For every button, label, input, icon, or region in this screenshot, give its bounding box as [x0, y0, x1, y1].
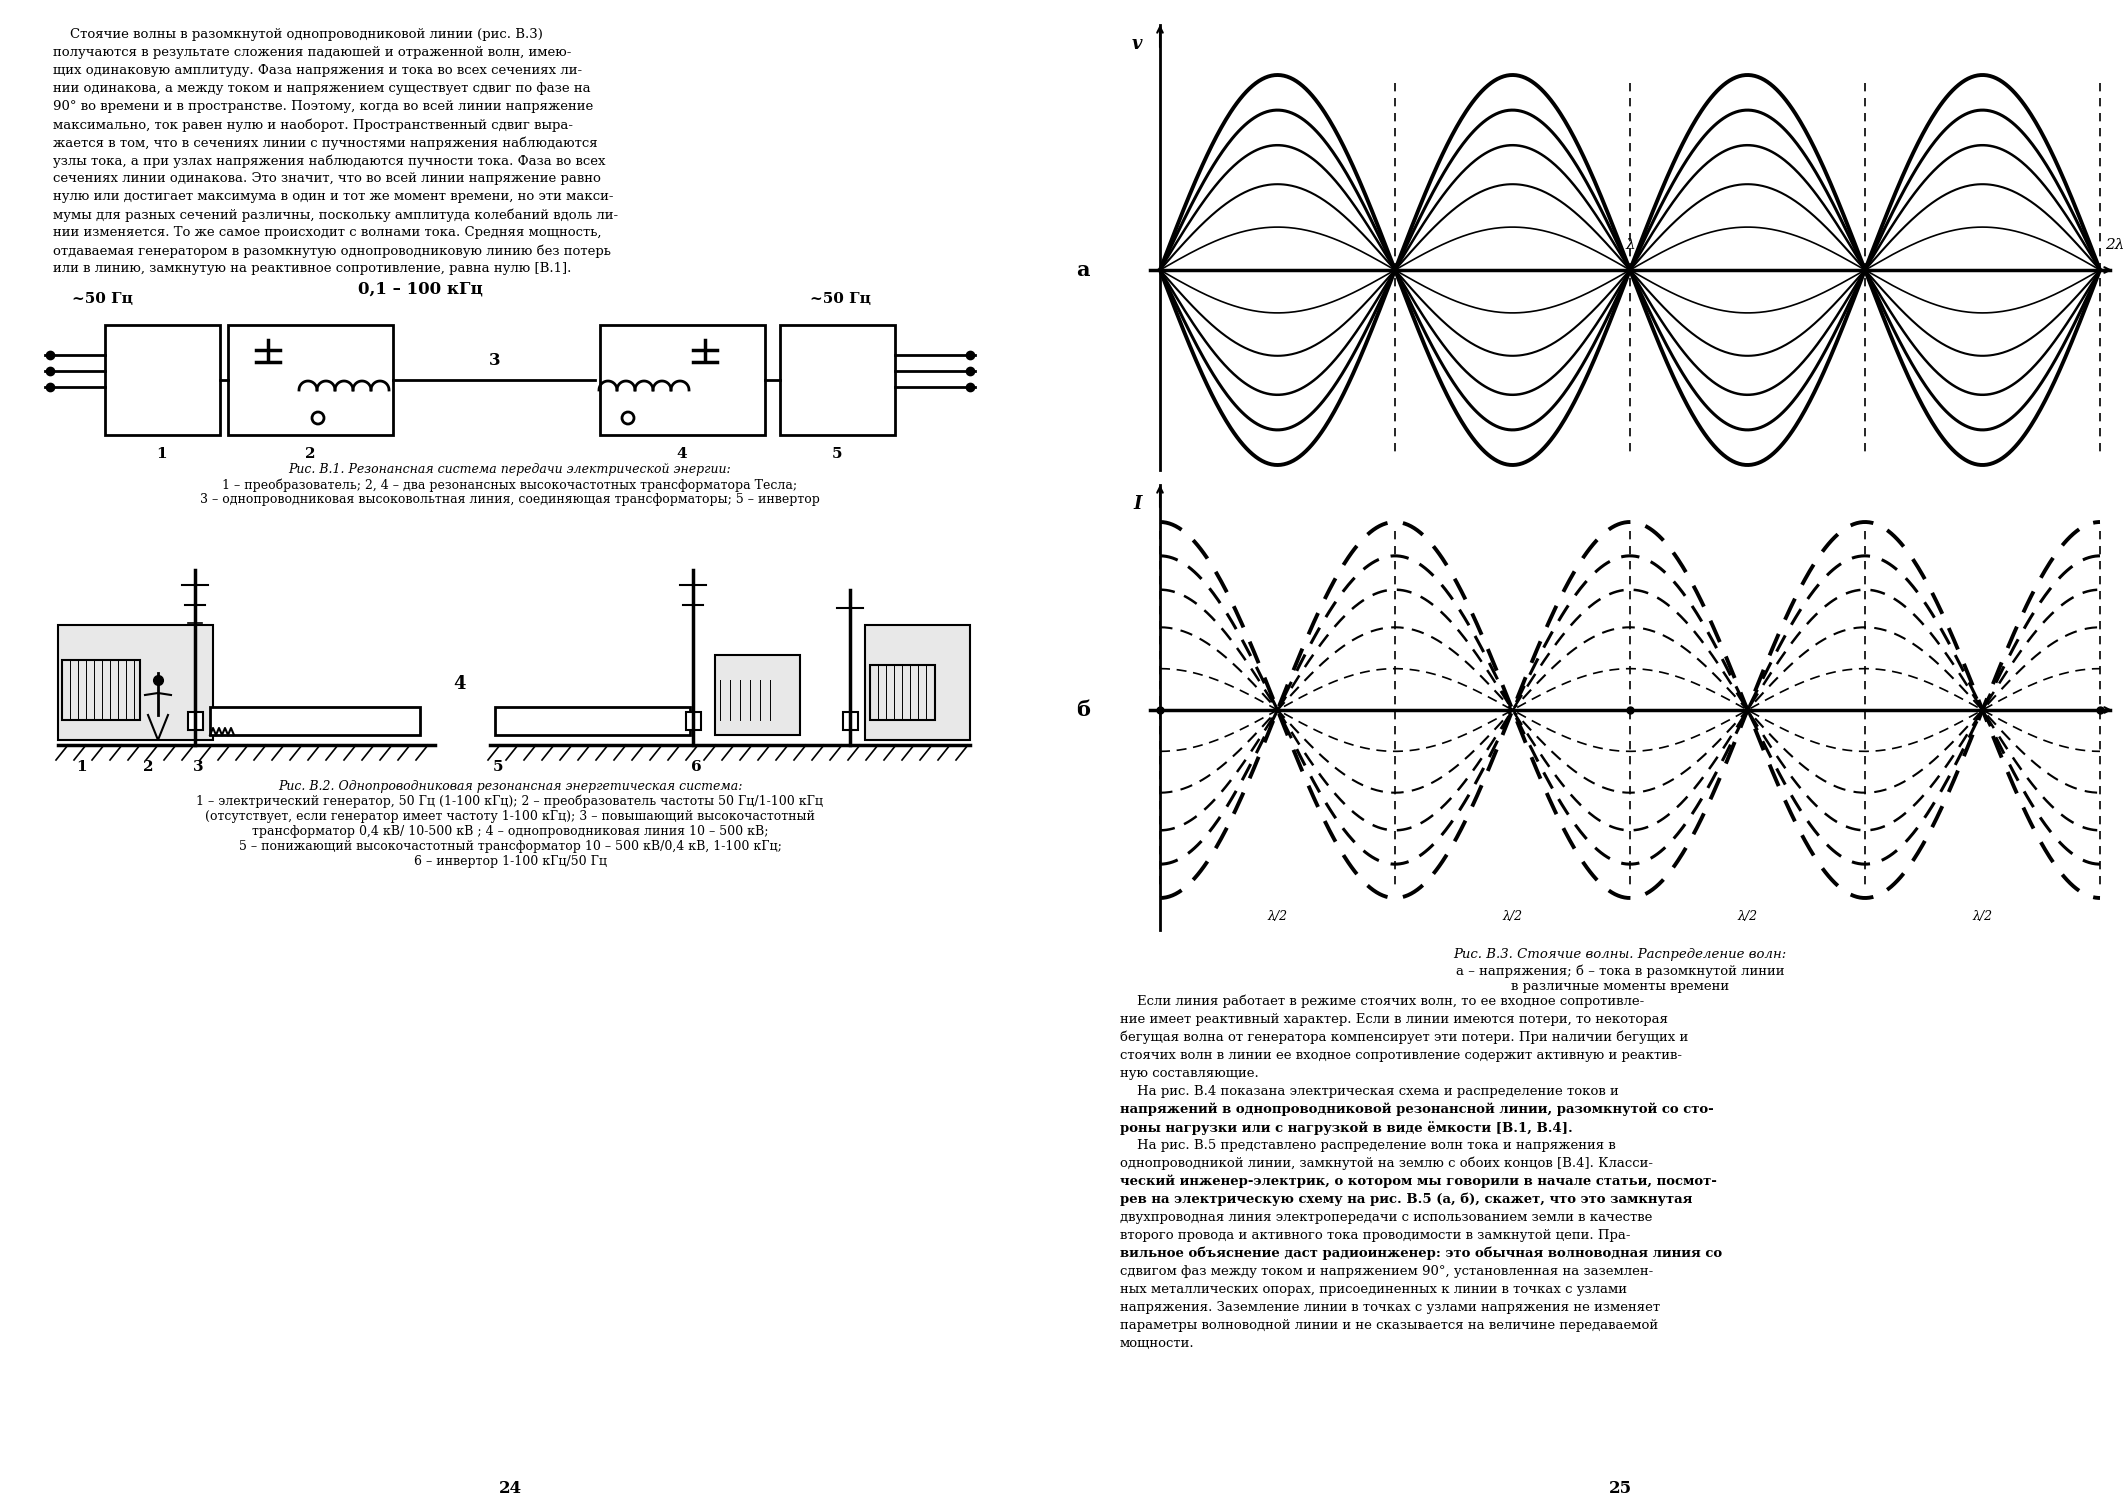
Bar: [843, 712, 858, 730]
Text: а: а: [1076, 260, 1089, 280]
Text: однопроводникой линии, замкнутой на землю с обоих концов [В.4]. Класси-: однопроводникой линии, замкнутой на земл…: [1121, 1156, 1654, 1170]
Text: рев на электрическую схему на рис. В.5 (а, б), скажет, что это замкнутая: рев на электрическую схему на рис. В.5 (…: [1121, 1192, 1692, 1206]
Text: трансформатор 0,4 кВ/ 10-500 кВ ; 4 – однопроводниковая линия 10 – 500 кВ;: трансформатор 0,4 кВ/ 10-500 кВ ; 4 – од…: [253, 825, 769, 839]
Text: вильное объяснение даст радиоинженер: это обычная волноводная линия со: вильное объяснение даст радиоинженер: эт…: [1121, 1246, 1722, 1260]
Text: 3: 3: [193, 760, 204, 774]
Text: нулю или достигает максимума в один и тот же момент времени, но эти макси-: нулю или достигает максимума в один и то…: [53, 190, 614, 202]
Text: 0,1 – 100 кГц: 0,1 – 100 кГц: [357, 280, 482, 298]
Text: Рис. В.1. Резонансная система передачи электрической энергии:: Рис. В.1. Резонансная система передачи э…: [289, 464, 732, 476]
Text: 24: 24: [499, 1480, 522, 1497]
Text: λ/2: λ/2: [1503, 910, 1522, 922]
Text: ческий инженер-электрик, о котором мы говорили в начале статьи, посмот-: ческий инженер-электрик, о котором мы го…: [1121, 1174, 1718, 1188]
Text: ~50 Гц: ~50 Гц: [72, 292, 134, 306]
Bar: [715, 656, 800, 735]
Bar: [686, 712, 701, 730]
Text: жается в том, что в сечениях линии с пучностями напряжения наблюдаются: жается в том, что в сечениях линии с пуч…: [53, 136, 599, 150]
Bar: [210, 706, 420, 735]
Text: 1 – преобразователь; 2, 4 – два резонансных высокочастотных трансформатора Тесла: 1 – преобразователь; 2, 4 – два резонанс…: [223, 478, 798, 492]
Text: 4: 4: [454, 675, 467, 693]
Bar: [57, 626, 212, 740]
Text: 1: 1: [157, 447, 168, 460]
Text: получаются в результате сложения падаюшей и отраженной волн, имею-: получаются в результате сложения падаюше…: [53, 46, 571, 58]
Text: На рис. В.5 представлено распределение волн тока и напряжения в: На рис. В.5 представлено распределение в…: [1121, 1138, 1616, 1152]
Text: 3 – однопроводниковая высоковольтная линия, соединяющая трансформаторы; 5 – инве: 3 – однопроводниковая высоковольтная лин…: [200, 494, 819, 506]
Text: 4: 4: [677, 447, 688, 460]
Text: λ/2: λ/2: [1737, 910, 1758, 922]
Text: ние имеет реактивный характер. Если в линии имеются потери, то некоторая: ние имеет реактивный характер. Если в ли…: [1121, 1013, 1669, 1026]
Text: Рис. В.2. Однопроводниковая резонансная энергетическая система:: Рис. В.2. Однопроводниковая резонансная …: [278, 780, 743, 794]
Text: мумы для разных сечений различны, поскольку амплитуда колебаний вдоль ли-: мумы для разных сечений различны, поскол…: [53, 209, 618, 222]
Text: 2λ: 2λ: [2106, 238, 2123, 252]
Text: λ/2: λ/2: [1972, 910, 1993, 922]
Text: 5: 5: [493, 760, 503, 774]
Text: (отсутствует, если генератор имеет частоту 1-100 кГц); 3 – повышающий высокочаст: (отсутствует, если генератор имеет часто…: [206, 810, 815, 824]
Text: параметры волноводной линии и не сказывается на величине передаваемой: параметры волноводной линии и не сказыва…: [1121, 1318, 1658, 1332]
Text: Рис. В.3. Стоячие волны. Распределение волн:: Рис. В.3. Стоячие волны. Распределение в…: [1454, 948, 1788, 962]
Text: нии одинакова, а между током и напряжением существует сдвиг по фазе на: нии одинакова, а между током и напряжени…: [53, 82, 590, 94]
Text: напряжений в однопроводниковой резонансной линии, разомкнутой со сто-: напряжений в однопроводниковой резонансн…: [1121, 1102, 1713, 1116]
Bar: [601, 326, 764, 435]
Text: λ/2: λ/2: [1267, 910, 1287, 922]
Text: роны нагрузки или с нагрузкой в виде ёмкости [В.1, В.4].: роны нагрузки или с нагрузкой в виде ёмк…: [1121, 1120, 1573, 1136]
Text: ную составляющие.: ную составляющие.: [1121, 1066, 1259, 1080]
Text: 5 – понижающий высокочастотный трансформатор 10 – 500 кВ/0,4 кВ, 1-100 кГц;: 5 – понижающий высокочастотный трансформ…: [238, 840, 781, 854]
Text: v: v: [1132, 34, 1142, 53]
Text: максимально, ток равен нулю и наоборот. Пространственный сдвиг выра-: максимально, ток равен нулю и наоборот. …: [53, 118, 573, 132]
Text: 3: 3: [488, 352, 501, 369]
Text: узлы тока, а при узлах напряжения наблюдаются пучности тока. Фаза во всех: узлы тока, а при узлах напряжения наблюд…: [53, 154, 605, 168]
Text: бегущая волна от генератора компенсирует эти потери. При наличии бегущих и: бегущая волна от генератора компенсирует…: [1121, 1030, 1688, 1044]
Text: щих одинаковую амплитуду. Фаза напряжения и тока во всех сечениях ли-: щих одинаковую амплитуду. Фаза напряжени…: [53, 64, 582, 76]
Text: λ: λ: [1626, 238, 1635, 252]
Text: 1 – электрический генератор, 50 Гц (1-100 кГц); 2 – преобразователь частоты 50 Г: 1 – электрический генератор, 50 Гц (1-10…: [197, 795, 824, 808]
Text: 6: 6: [690, 760, 701, 774]
Text: сдвигом фаз между током и напряжением 90°, установленная на заземлен-: сдвигом фаз между током и напряжением 90…: [1121, 1264, 1654, 1278]
Bar: [779, 326, 896, 435]
Bar: [62, 660, 140, 720]
Bar: [870, 664, 934, 720]
Bar: [227, 326, 393, 435]
Bar: [495, 706, 690, 735]
Text: сечениях линии одинакова. Это значит, что во всей линии напряжение равно: сечениях линии одинакова. Это значит, чт…: [53, 172, 601, 184]
Bar: [864, 626, 970, 740]
Text: ных металлических опорах, присоединенных к линии в точках с узлами: ных металлических опорах, присоединенных…: [1121, 1282, 1626, 1296]
Text: Если линия работает в режиме стоячих волн, то ее входное сопротивле-: Если линия работает в режиме стоячих вол…: [1121, 994, 1643, 1008]
Text: На рис. В.4 показана электрическая схема и распределение токов и: На рис. В.4 показана электрическая схема…: [1121, 1084, 1618, 1098]
Text: двухпроводная линия электропередачи с использованием земли в качестве: двухпроводная линия электропередачи с ис…: [1121, 1210, 1652, 1224]
Text: а – напряжения; б – тока в разомкнутой линии: а – напряжения; б – тока в разомкнутой л…: [1456, 964, 1783, 978]
Bar: [189, 712, 204, 730]
Text: напряжения. Заземление линии в точках с узлами напряжения не изменяет: напряжения. Заземление линии в точках с …: [1121, 1300, 1660, 1314]
Text: стоячих волн в линии ее входное сопротивление содержит активную и реактив-: стоячих волн в линии ее входное сопротив…: [1121, 1048, 1681, 1062]
Text: 5: 5: [832, 447, 843, 460]
Text: 90° во времени и в пространстве. Поэтому, когда во всей линии напряжение: 90° во времени и в пространстве. Поэтому…: [53, 100, 592, 112]
Text: или в линию, замкнутую на реактивное сопротивление, равна нулю [В.1].: или в линию, замкнутую на реактивное соп…: [53, 262, 571, 274]
Text: ~50 Гц: ~50 Гц: [811, 292, 870, 306]
Bar: [104, 326, 221, 435]
Text: отдаваемая генератором в разомкнутую однопроводниковую линию без потерь: отдаваемая генератором в разомкнутую одн…: [53, 244, 611, 258]
Text: 1: 1: [76, 760, 87, 774]
Text: нии изменяется. То же самое происходит с волнами тока. Средняя мощность,: нии изменяется. То же самое происходит с…: [53, 226, 601, 238]
Text: мощности.: мощности.: [1121, 1336, 1195, 1350]
Text: б: б: [1076, 700, 1089, 720]
Text: второго провода и активного тока проводимости в замкнутой цепи. Пра-: второго провода и активного тока проводи…: [1121, 1228, 1630, 1242]
Text: 25: 25: [1609, 1480, 1633, 1497]
Text: Стоячие волны в разомкнутой однопроводниковой линии (рис. В.3): Стоячие волны в разомкнутой однопроводни…: [53, 28, 543, 40]
Text: 2: 2: [142, 760, 153, 774]
Text: I: I: [1134, 495, 1142, 513]
Text: в различные моменты времени: в различные моменты времени: [1512, 980, 1728, 993]
Text: 2: 2: [306, 447, 314, 460]
Text: 6 – инвертор 1-100 кГц/50 Гц: 6 – инвертор 1-100 кГц/50 Гц: [414, 855, 607, 868]
